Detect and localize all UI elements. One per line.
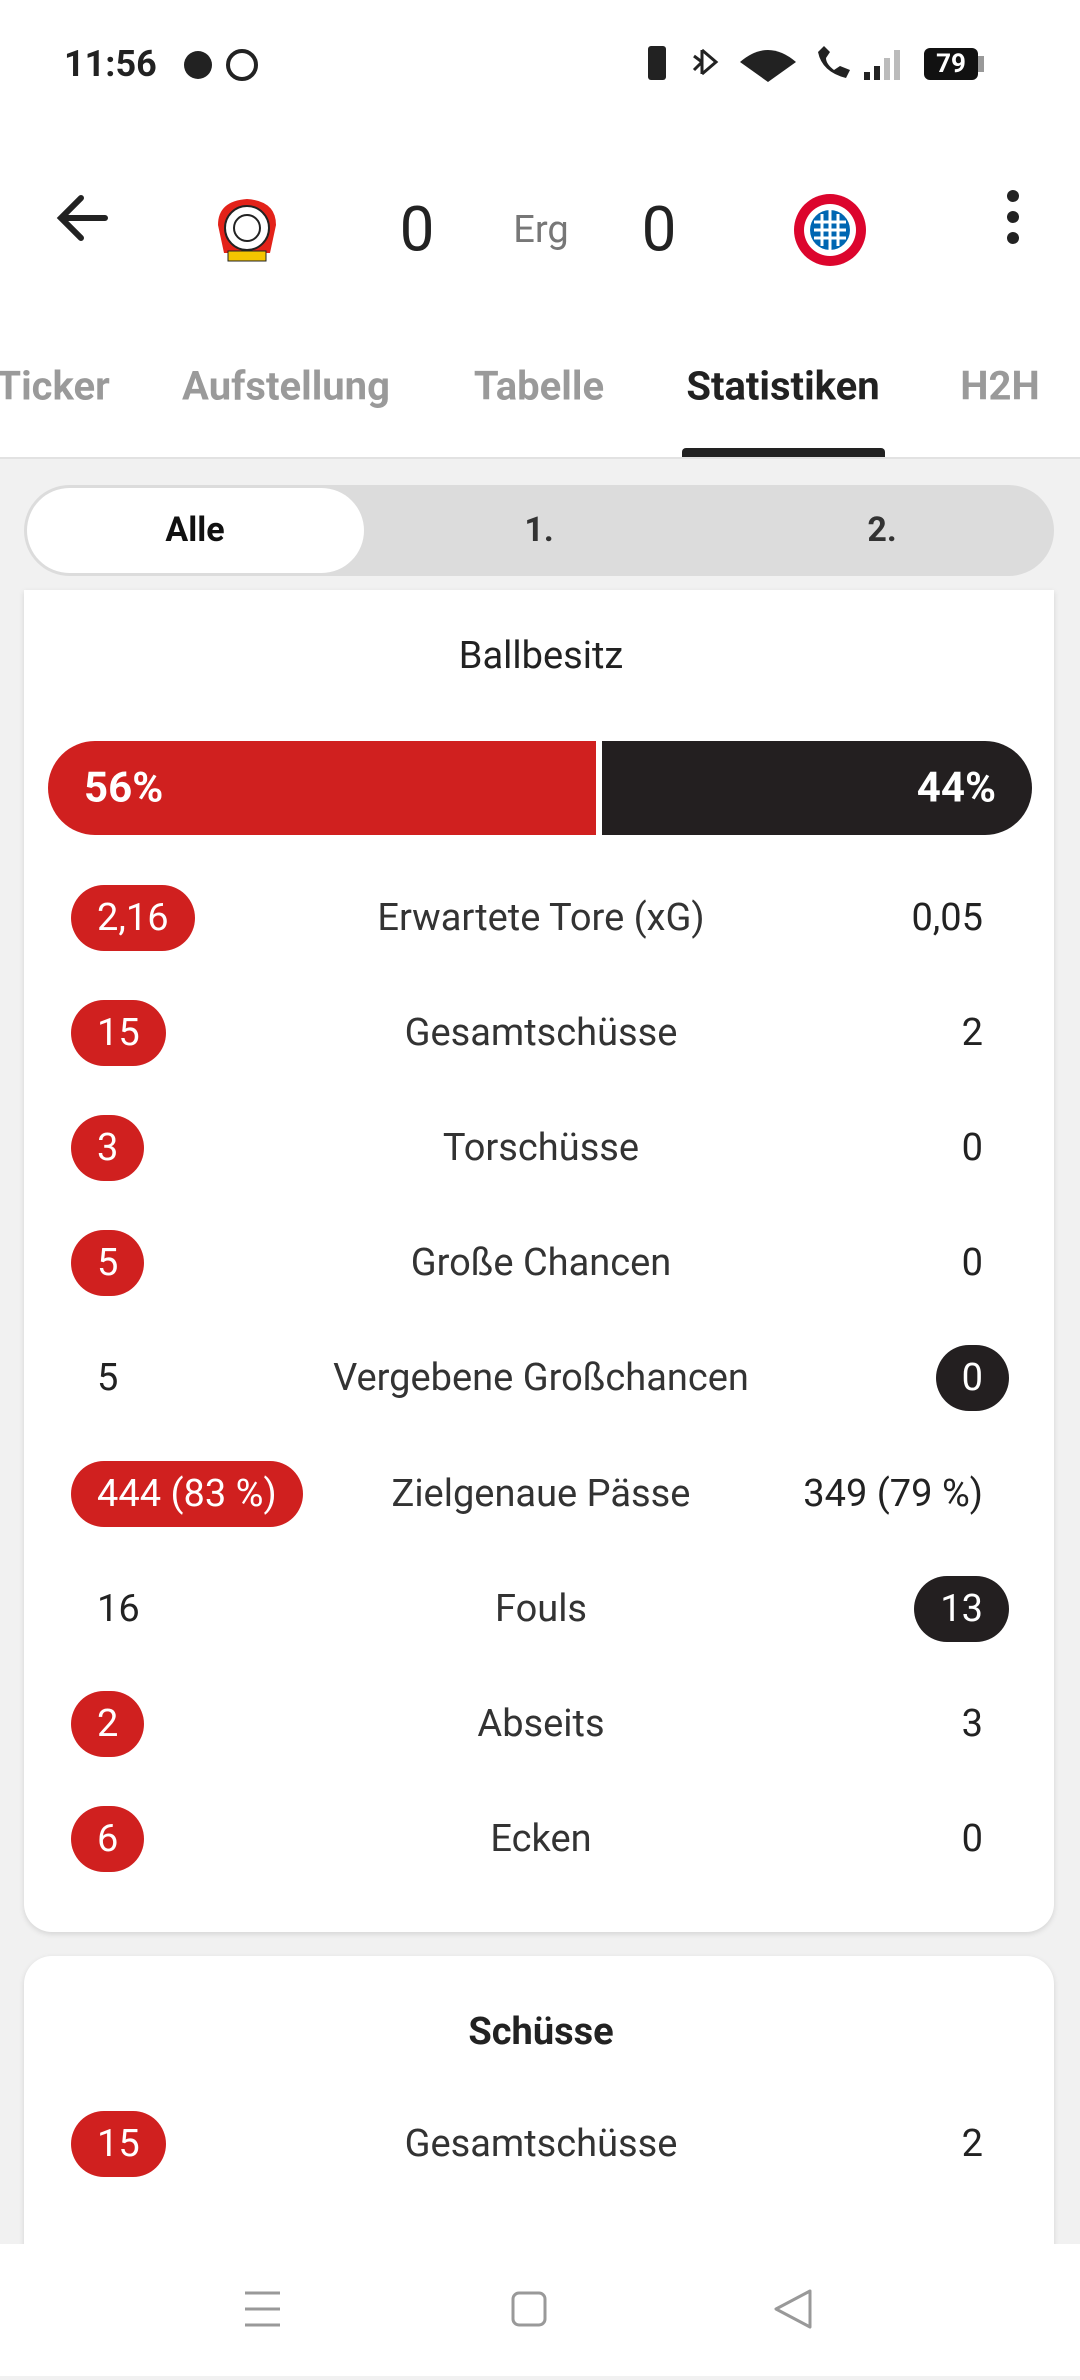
tab[interactable]: Ticker [0,362,110,410]
home-value: 5 [71,1230,145,1297]
tab[interactable]: H2H [960,362,1040,410]
home-value: 6 [71,1805,145,1872]
status-icons-right [648,46,984,82]
status-time: 11:56 [64,43,157,85]
back-button[interactable] [55,190,111,246]
battery-level: 79 [936,49,966,79]
possession-bar: 56% 44% [48,741,1032,835]
tab[interactable]: Tabelle [473,362,605,410]
period-selected [27,488,364,573]
nav-icons [245,2289,812,2329]
tab-indicator [682,448,885,457]
home-value: 444 (83 %) [71,1460,303,1527]
home-value: 5 [97,1356,119,1401]
away-team-logo[interactable] [792,192,868,268]
stat-name: Abseits [477,1701,605,1746]
match-status: Erg [513,208,569,252]
home-value: 15 [71,2111,166,2177]
stat-name: Fouls [494,1586,588,1631]
away-value: 349 (79 %) [803,1471,983,1516]
away-value: 0 [961,1126,983,1171]
tab[interactable]: Aufstellung [182,362,390,410]
away-value: 13 [914,1575,1009,1642]
away-value: 0 [935,1345,1009,1412]
stat-name: Erwartete Tore (xG) [377,896,705,940]
possession-away-label: 44% [916,763,996,813]
stat-name: Gesamtschüsse [404,1011,678,1056]
home-score: 0 [399,193,435,267]
home-value: 2,16 [71,885,195,951]
overview-title: Ballbesitz [458,634,624,678]
period-option[interactable]: 1. [524,510,554,550]
nav-bar [0,2244,1080,2376]
away-value: 0,05 [911,896,983,940]
possession-home [48,741,597,835]
away-value: 2 [961,2122,983,2166]
possession-home-label: 56% [84,763,164,813]
period-option[interactable]: 2. [867,510,897,550]
stat-name: Vergebene Großchancen [333,1356,749,1401]
shots-title: Schüsse [468,2010,614,2054]
away-value: 0 [961,1816,983,1861]
stat-name: Ecken [490,1816,592,1861]
away-value: 3 [961,1701,983,1746]
possession-away [602,741,1032,835]
stat-name: Zielgenaue Pässe [391,1471,691,1516]
home-team-logo[interactable] [210,195,284,265]
status-icons-left [184,49,258,81]
away-value: 0 [961,1241,983,1286]
home-value: 16 [97,1586,140,1631]
tab[interactable]: Statistiken [686,362,880,410]
menu-button[interactable] [998,188,1028,248]
home-value: 15 [71,1000,166,1067]
stat-name: Große Chancen [410,1241,672,1286]
home-value: 2 [71,1690,145,1757]
period-selector [24,485,1054,576]
away-score: 0 [641,193,677,267]
stat-name: Gesamtschüsse [404,2122,678,2166]
home-value: 3 [71,1115,145,1182]
away-value: 2 [961,1011,983,1056]
stat-name: Torschüsse [442,1126,640,1171]
period-option[interactable]: Alle [165,510,225,550]
top-area: 11:56 79 0 Erg 0 Ticker Aufstellung Tabell… [0,0,1080,457]
